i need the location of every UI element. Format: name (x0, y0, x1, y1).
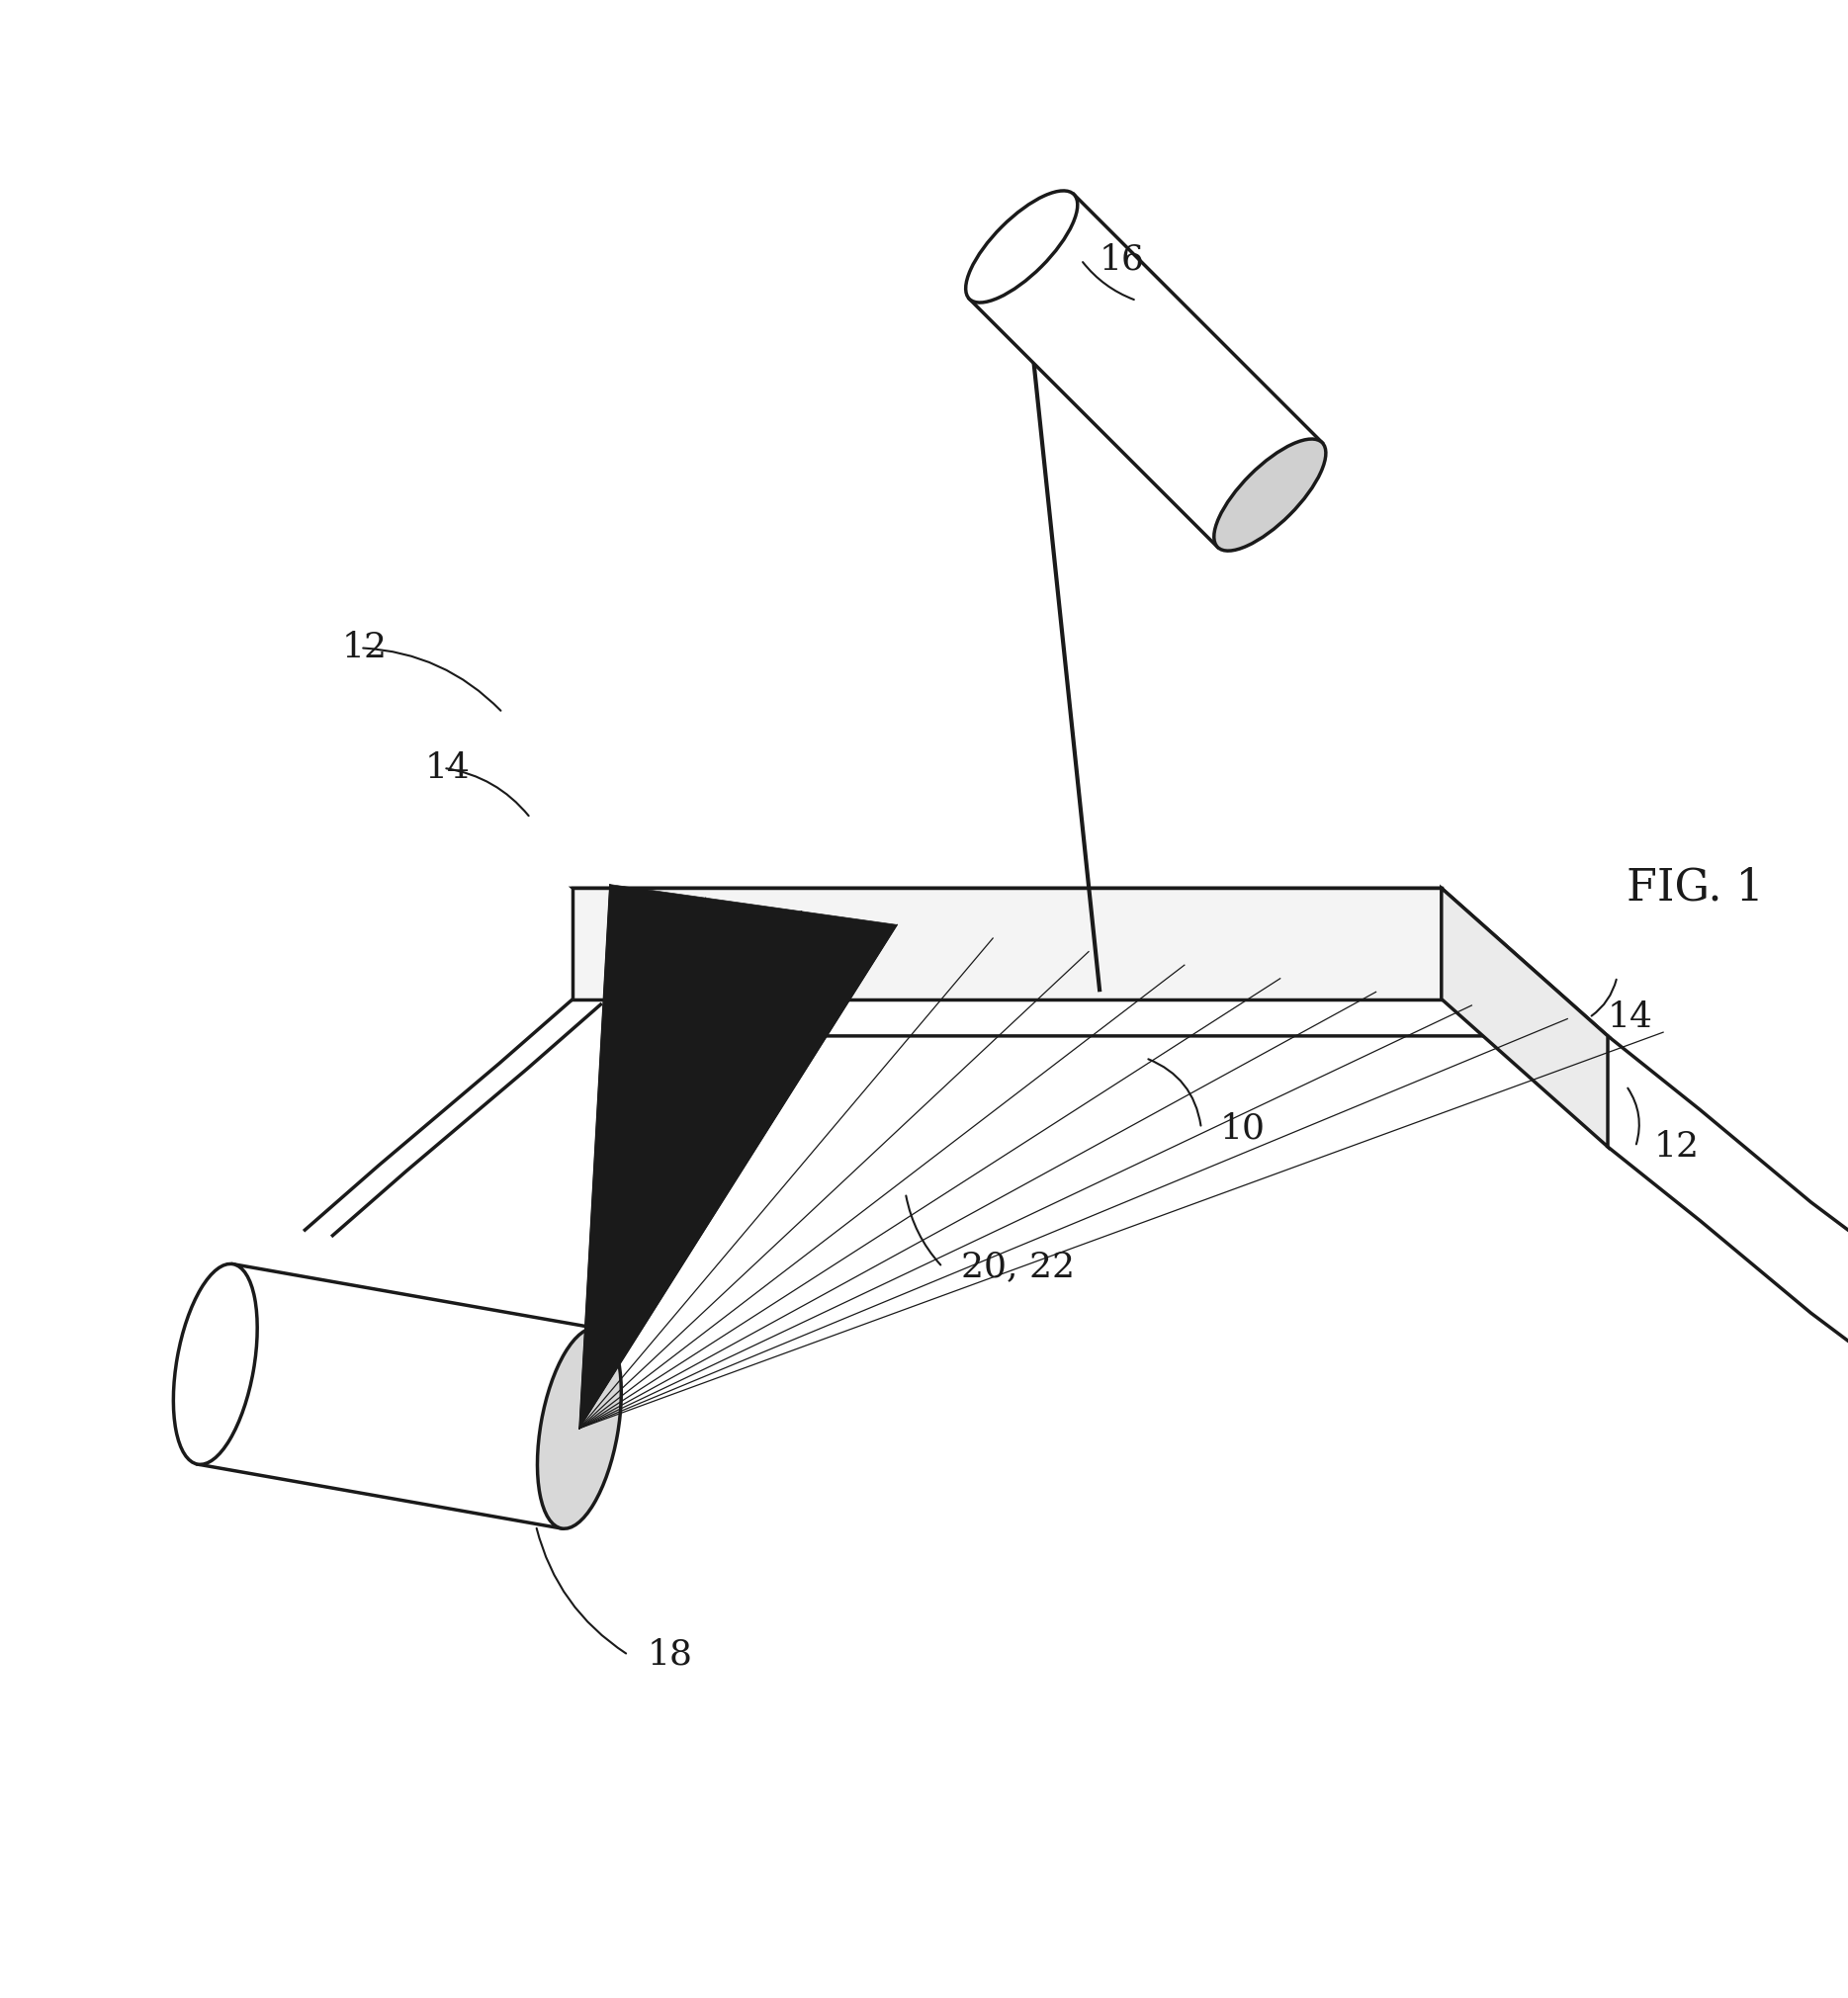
Ellipse shape (1214, 440, 1325, 551)
Polygon shape (970, 194, 1321, 547)
Ellipse shape (538, 1329, 621, 1528)
Text: 16: 16 (1100, 244, 1146, 276)
Text: 20, 22: 20, 22 (961, 1251, 1076, 1285)
Text: 12: 12 (342, 631, 388, 665)
Polygon shape (578, 885, 896, 1429)
Polygon shape (573, 889, 1441, 999)
Ellipse shape (174, 1265, 257, 1465)
Text: 14: 14 (1608, 1001, 1654, 1035)
Polygon shape (573, 889, 1608, 1035)
Polygon shape (198, 1265, 597, 1528)
Text: 10: 10 (1220, 1111, 1266, 1145)
Text: 12: 12 (1654, 1131, 1700, 1163)
Ellipse shape (967, 190, 1077, 302)
Text: 14: 14 (425, 751, 471, 785)
Polygon shape (1441, 889, 1608, 1147)
Text: FIG. 1: FIG. 1 (1626, 867, 1763, 909)
Text: 18: 18 (647, 1638, 693, 1672)
